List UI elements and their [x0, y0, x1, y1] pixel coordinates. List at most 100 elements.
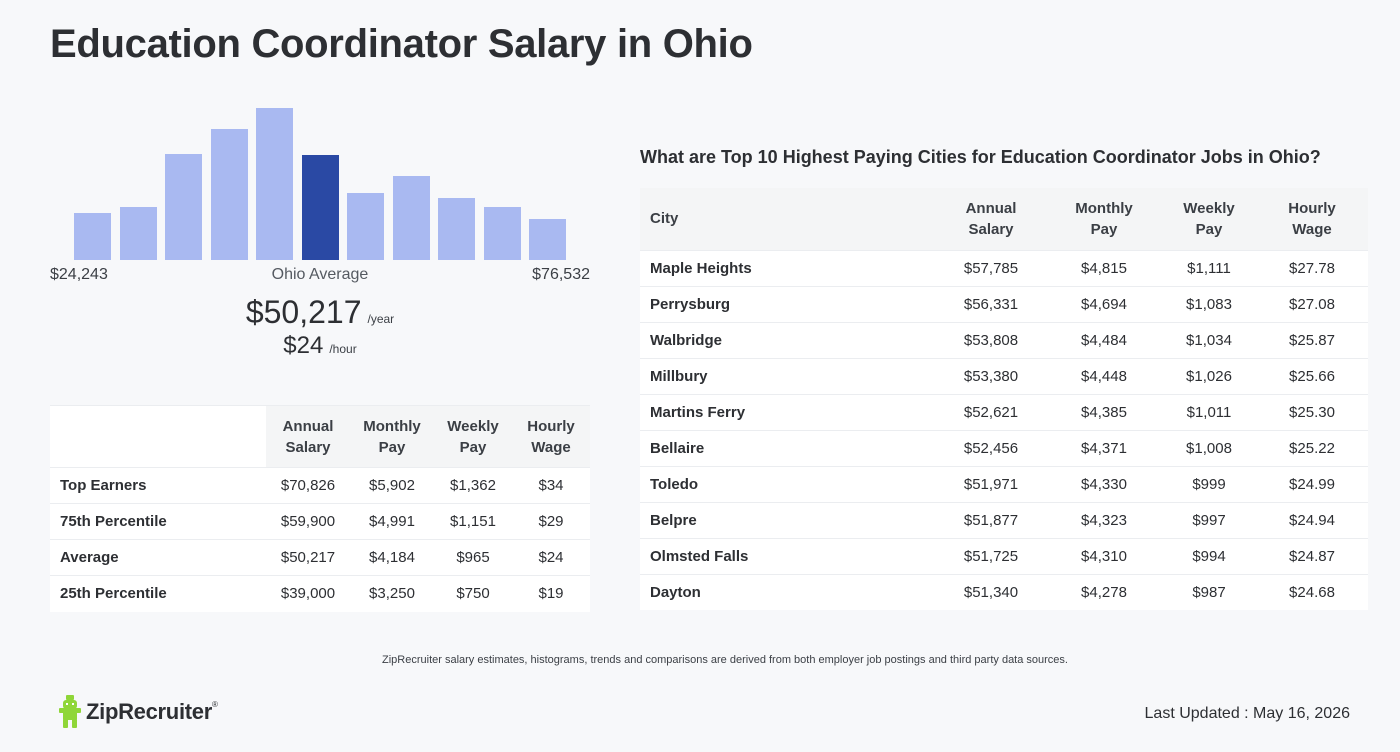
weekly-pay: $965	[434, 539, 512, 576]
hourly-wage: $24.87	[1256, 537, 1368, 574]
annual-salary: $53,380	[936, 357, 1046, 394]
cities-table: City Annual Salary Monthly Pay Weekly Pay H…	[640, 188, 1368, 610]
percentile-label: Top Earners	[50, 467, 266, 504]
annual-salary: $51,340	[936, 573, 1046, 610]
weekly-pay: $994	[1162, 537, 1256, 574]
histogram-bar	[392, 176, 430, 260]
hourly-wage: $25.30	[1256, 393, 1368, 430]
city-name: Martins Ferry	[640, 393, 936, 430]
cities-header-city: City	[640, 188, 936, 250]
ziprecruiter-person-icon	[59, 695, 81, 728]
weekly-pay: $1,111	[1162, 249, 1256, 286]
monthly-pay: $4,448	[1046, 357, 1162, 394]
histogram-bar	[210, 129, 248, 260]
percentile-table: Annual Salary Monthly Pay Weekly Pay Hourly…	[50, 405, 590, 612]
percentile-row: 75th Percentile $59,900 $4,991 $1,151 $29	[50, 503, 590, 540]
hourly-wage: $27.08	[1256, 285, 1368, 322]
annual-salary: $39,000	[266, 575, 350, 612]
cities-header-hourly: Hourly Wage	[1256, 188, 1368, 250]
cities-header-monthly: Monthly Pay	[1046, 188, 1162, 250]
percentile-header-annual: Annual Salary	[266, 405, 350, 468]
hourly-wage: $24	[512, 539, 590, 576]
annual-salary: $52,621	[936, 393, 1046, 430]
average-hourly-amount: $24	[283, 332, 324, 359]
city-row: Dayton $51,340 $4,278 $987 $24.68	[640, 573, 1368, 610]
monthly-pay: $4,184	[350, 539, 434, 576]
percentile-label: 25th Percentile	[50, 575, 266, 612]
monthly-pay: $3,250	[350, 575, 434, 612]
histogram-min-label: $24,243	[50, 266, 108, 283]
percentile-header-weekly: Weekly Pay	[434, 405, 512, 468]
ziprecruiter-wordmark: ZipRecruiter	[86, 699, 212, 724]
weekly-pay: $987	[1162, 573, 1256, 610]
weekly-pay: $997	[1162, 501, 1256, 538]
hourly-wage: $24.94	[1256, 501, 1368, 538]
histogram-bar	[438, 198, 475, 260]
cities-title: What are Top 10 Highest Paying Cities fo…	[640, 147, 1321, 167]
city-name: Walbridge	[640, 321, 936, 358]
average-hourly: $24/hour	[50, 332, 590, 360]
hourly-wage: $25.87	[1256, 321, 1368, 358]
disclaimer: ZipRecruiter salary estimates, histogram…	[382, 654, 1068, 666]
hourly-wage: $24.99	[1256, 465, 1368, 502]
monthly-pay: $4,278	[1046, 573, 1162, 610]
hourly-wage: $25.66	[1256, 357, 1368, 394]
percentile-header-hourly: Hourly Wage	[512, 405, 590, 468]
hourly-wage: $27.78	[1256, 249, 1368, 286]
monthly-pay: $4,815	[1046, 249, 1162, 286]
city-name: Maple Heights	[640, 249, 936, 286]
city-row: Maple Heights $57,785 $4,815 $1,111 $27.78	[640, 249, 1368, 286]
histogram-bar	[165, 154, 202, 260]
city-name: Dayton	[640, 573, 936, 610]
monthly-pay: $4,371	[1046, 429, 1162, 466]
page-title: Education Coordinator Salary in Ohio	[50, 22, 753, 66]
city-name: Perrysburg	[640, 285, 936, 322]
annual-salary: $56,331	[936, 285, 1046, 322]
annual-salary: $57,785	[936, 249, 1046, 286]
hourly-wage: $19	[512, 575, 590, 612]
histogram-bar	[119, 207, 157, 260]
city-name: Belpre	[640, 501, 936, 538]
percentile-row: Top Earners $70,826 $5,902 $1,362 $34	[50, 467, 590, 504]
weekly-pay: $999	[1162, 465, 1256, 502]
city-row: Belpre $51,877 $4,323 $997 $24.94	[640, 501, 1368, 538]
histogram-mid-label: Ohio Average	[271, 266, 369, 283]
hourly-wage: $29	[512, 503, 590, 540]
weekly-pay: $1,026	[1162, 357, 1256, 394]
histogram-bar	[483, 207, 521, 260]
weekly-pay: $1,151	[434, 503, 512, 540]
percentile-header-row: Annual Salary Monthly Pay Weekly Pay Hourly…	[50, 405, 590, 468]
average-yearly-unit: /year	[367, 312, 395, 326]
histogram-bar	[529, 219, 566, 260]
monthly-pay: $5,902	[350, 467, 434, 504]
cities-header-weekly: Weekly Pay	[1162, 188, 1256, 250]
city-row: Walbridge $53,808 $4,484 $1,034 $25.87	[640, 321, 1368, 358]
hourly-wage: $34	[512, 467, 590, 504]
monthly-pay: $4,330	[1046, 465, 1162, 502]
city-name: Olmsted Falls	[640, 537, 936, 574]
annual-salary: $59,900	[266, 503, 350, 540]
annual-salary: $70,826	[266, 467, 350, 504]
percentile-label: Average	[50, 539, 266, 576]
ziprecruiter-logo[interactable]: ZipRecruiter ®	[58, 694, 218, 730]
annual-salary: $50,217	[266, 539, 350, 576]
histogram-bar	[301, 155, 339, 260]
weekly-pay: $1,008	[1162, 429, 1256, 466]
percentile-header-monthly: Monthly Pay	[350, 405, 434, 468]
hourly-wage: $25.22	[1256, 429, 1368, 466]
city-row: Olmsted Falls $51,725 $4,310 $994 $24.87	[640, 537, 1368, 574]
monthly-pay: $4,694	[1046, 285, 1162, 322]
monthly-pay: $4,484	[1046, 321, 1162, 358]
average-yearly: $50,217/year	[50, 294, 590, 331]
weekly-pay: $1,362	[434, 467, 512, 504]
annual-salary: $53,808	[936, 321, 1046, 358]
average-yearly-amount: $50,217	[245, 294, 362, 330]
monthly-pay: $4,385	[1046, 393, 1162, 430]
monthly-pay: $4,310	[1046, 537, 1162, 574]
city-row: Millbury $53,380 $4,448 $1,026 $25.66	[640, 357, 1368, 394]
percentile-header-blank	[50, 405, 266, 468]
annual-salary: $52,456	[936, 429, 1046, 466]
monthly-pay: $4,991	[350, 503, 434, 540]
weekly-pay: $1,034	[1162, 321, 1256, 358]
salary-histogram	[50, 100, 590, 260]
